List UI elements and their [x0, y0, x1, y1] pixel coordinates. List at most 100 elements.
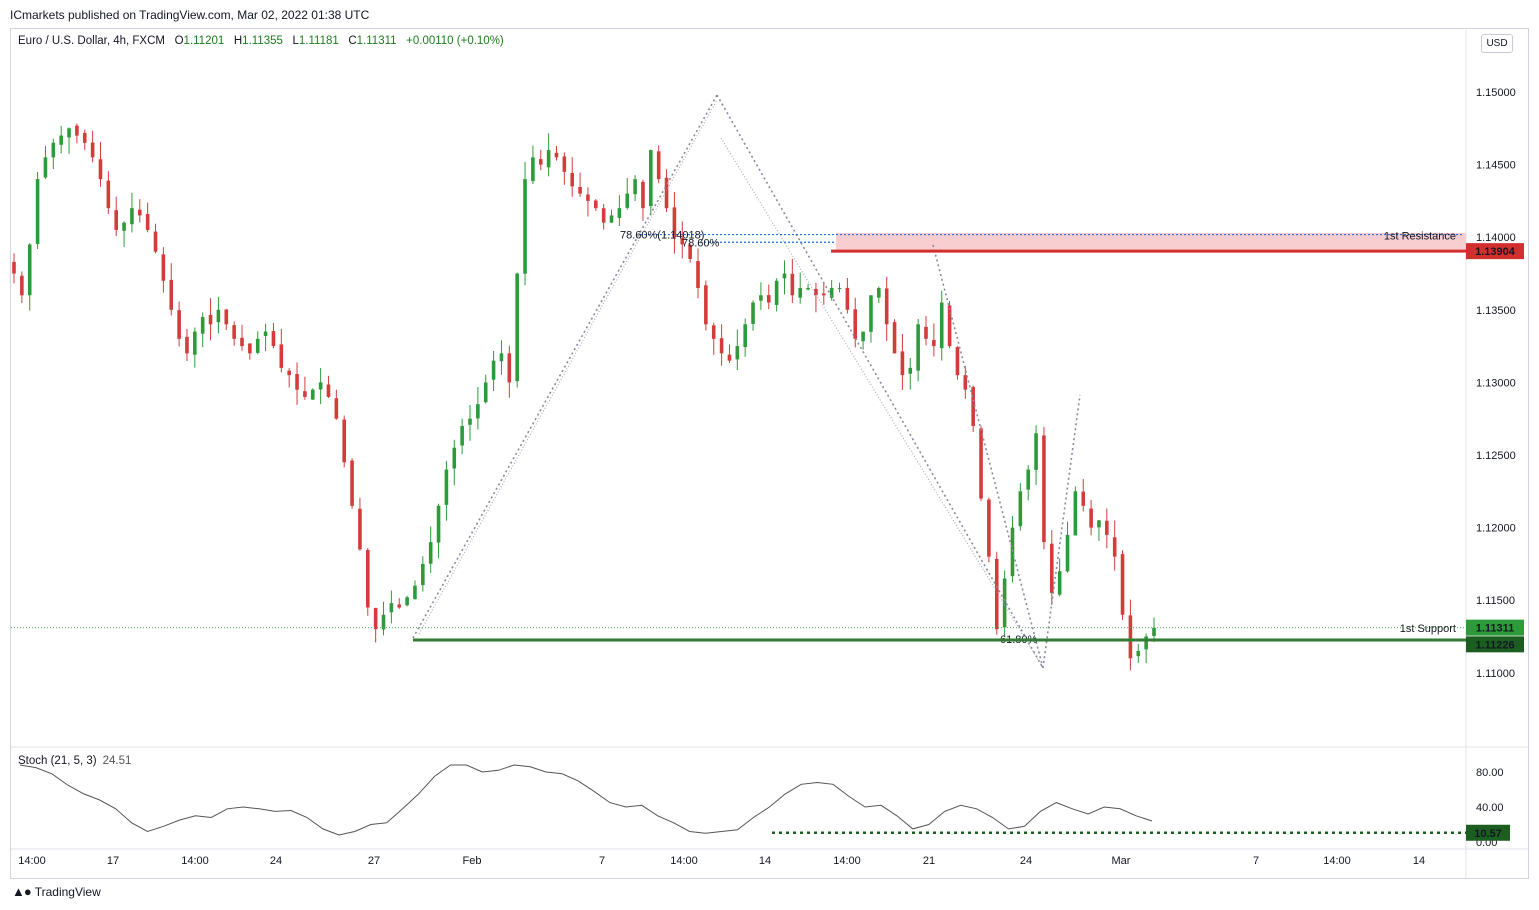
- last-price-badge-bg: [1466, 619, 1524, 636]
- close-value: 1.11311: [356, 35, 397, 47]
- candle-body: [51, 142, 56, 158]
- candle-body: [1081, 491, 1086, 506]
- time-axis-tick: Feb: [463, 855, 482, 867]
- candle-body: [625, 193, 630, 208]
- candle-body: [350, 460, 354, 506]
- candle-body: [877, 288, 881, 298]
- open-label: O: [174, 35, 184, 47]
- pattern-leg: [412, 94, 718, 639]
- candle-body: [656, 151, 661, 180]
- candle-body: [932, 340, 936, 347]
- candle-body: [460, 425, 464, 446]
- tradingview-footer[interactable]: ▲● TradingView: [12, 884, 101, 899]
- tradingview-brand: TradingView: [34, 884, 101, 899]
- candle-body: [177, 310, 181, 339]
- candle-body: [1057, 571, 1062, 595]
- candle-body: [531, 157, 535, 182]
- time-axis-tick: 24: [1020, 855, 1032, 867]
- time-axis-tick: 14:00: [181, 855, 209, 867]
- pattern-leg: [716, 94, 1044, 669]
- candle-body: [814, 288, 818, 296]
- candle-body: [672, 207, 677, 238]
- candle-body: [1152, 627, 1156, 637]
- candle-body: [224, 309, 229, 325]
- candle-body: [593, 200, 598, 209]
- candle-body: [1010, 527, 1015, 577]
- candle-body: [326, 384, 331, 397]
- candle-body: [452, 447, 457, 469]
- candle-body: [295, 373, 299, 390]
- high-label: H: [233, 35, 243, 47]
- support-label: 1st Support: [1400, 623, 1456, 635]
- support-price-badge: 1.11226: [1475, 639, 1514, 651]
- candle-body: [759, 295, 763, 301]
- candle-body: [413, 585, 417, 600]
- candle-body: [908, 367, 913, 374]
- candle-body: [130, 208, 134, 225]
- candle-body: [1049, 543, 1054, 593]
- open-value: 1.11201: [183, 35, 225, 47]
- candle-body: [421, 563, 425, 586]
- price-axis-tick: 1.15000: [1476, 87, 1516, 99]
- time-axis-tick: 7: [1253, 855, 1259, 867]
- candle-body: [137, 209, 142, 216]
- time-axis-tick: 27: [368, 855, 380, 867]
- currency-button[interactable]: USD: [1481, 34, 1513, 53]
- candle-body: [255, 338, 260, 353]
- candle-body: [161, 254, 166, 281]
- candle-body: [193, 331, 197, 355]
- candle-body: [240, 337, 244, 347]
- close-label: C: [348, 35, 357, 47]
- stoch-level-badge-bg: [1466, 824, 1510, 841]
- candle-body: [696, 261, 700, 289]
- candle-body: [1018, 491, 1023, 527]
- candle-body: [963, 375, 968, 390]
- time-axis-tick: 14:00: [833, 855, 861, 867]
- chart-frame: [10, 28, 1529, 879]
- candle-body: [735, 346, 740, 360]
- candle-body: [59, 135, 63, 145]
- candle-body: [609, 215, 614, 223]
- candle-body: [1097, 520, 1101, 528]
- candle-body: [1034, 433, 1038, 470]
- low-value: 1.11181: [298, 35, 339, 47]
- time-axis-tick: 17: [107, 855, 119, 867]
- price-axis-tick: 1.13500: [1476, 305, 1516, 317]
- candle-body: [12, 261, 16, 274]
- candle-body: [853, 309, 858, 339]
- candle-body: [303, 391, 307, 397]
- resistance-zone: [836, 232, 1466, 252]
- candle-body: [468, 418, 472, 425]
- pattern-guide: [418, 99, 718, 635]
- candle-body: [546, 150, 551, 168]
- tradingview-logo-icon: ▲●: [12, 884, 32, 899]
- candle-body: [538, 159, 543, 165]
- candle-body: [641, 181, 645, 209]
- candle-body: [153, 231, 158, 252]
- candle-body: [381, 614, 386, 630]
- candle-body: [200, 317, 205, 334]
- time-axis-tick: 21: [923, 855, 935, 867]
- candle-body: [1073, 491, 1078, 536]
- price-axis-tick: 1.14000: [1476, 232, 1516, 244]
- pattern-leg: [1042, 394, 1081, 669]
- candle-body: [727, 354, 732, 361]
- candle-body: [821, 293, 826, 296]
- candle-body: [829, 288, 834, 298]
- candle-body: [711, 325, 716, 339]
- candle-body: [845, 287, 850, 310]
- price-axis-tick: 1.12000: [1476, 523, 1516, 535]
- candle-body: [263, 331, 268, 336]
- stoch-value: 24.51: [102, 755, 132, 767]
- candle-body: [114, 210, 119, 230]
- candle-body: [924, 326, 928, 339]
- candle-body: [994, 558, 999, 630]
- fib-label: 78.60%: [682, 237, 720, 249]
- candle-body: [106, 180, 111, 209]
- candle-body: [90, 142, 95, 158]
- candle-body: [20, 275, 24, 296]
- change-value: +0.00110 (+0.10%): [406, 35, 504, 47]
- candle-body: [523, 179, 527, 274]
- candle-body: [444, 469, 449, 505]
